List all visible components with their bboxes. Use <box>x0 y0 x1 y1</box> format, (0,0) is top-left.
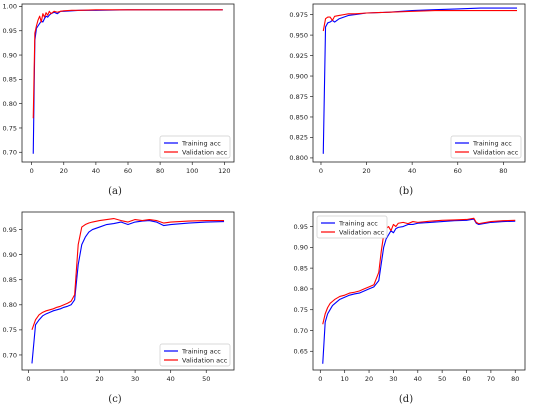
series-line-training <box>31 219 225 364</box>
x-tick-label: 80 <box>511 375 519 383</box>
x-tick-label: 60 <box>124 167 132 175</box>
x-tick-label: 80 <box>499 167 507 175</box>
x-tick-label: 100 <box>186 167 198 175</box>
y-tick-label: 0.950 <box>289 31 308 39</box>
legend-label: Validation acc <box>182 356 228 364</box>
y-tick-label: 0.90 <box>294 244 308 252</box>
x-tick-label: 60 <box>454 167 462 175</box>
y-tick-label: 0.85 <box>294 264 308 272</box>
y-tick-label: 0.90 <box>3 51 17 59</box>
x-tick-label: 0 <box>318 375 322 383</box>
x-tick-label: 40 <box>408 167 416 175</box>
chart-panel-b: 0 20 40 60 80 0.800 0.825 0.850 0.875 0.900 0.925 0… <box>289 3 526 175</box>
y-tick-label: 0.850 <box>289 113 308 121</box>
legend-label: Validation acc <box>473 148 519 156</box>
x-tick-label: 10 <box>60 375 68 383</box>
x-tick-label: 0 <box>26 375 30 383</box>
y-tick-label: 0.800 <box>289 154 308 162</box>
x-tick-label: 50 <box>202 375 210 383</box>
series-line-validation <box>322 217 516 325</box>
x-tick-label: 40 <box>92 167 100 175</box>
x-tick-label: 30 <box>131 375 139 383</box>
y-tick-label: 0.90 <box>3 251 17 259</box>
y-tick-label: 0.825 <box>289 134 308 142</box>
y-tick-label: 0.80 <box>3 100 17 108</box>
x-tick-label: 0 <box>319 167 323 175</box>
y-tick-label: 0.95 <box>3 226 17 234</box>
y-tick-label: 0.925 <box>289 52 308 60</box>
y-tick-label: 0.80 <box>3 301 17 309</box>
y-tick-label: 0.75 <box>294 306 308 314</box>
y-tick-label: 0.65 <box>294 348 308 356</box>
x-tick-label: 40 <box>414 375 422 383</box>
series-line-training <box>322 7 518 154</box>
y-tick-label: 0.70 <box>3 351 17 359</box>
chart-panel-c: 0 10 20 30 40 50 0.70 0.75 0.80 0.85 0.90 0.95 Train… <box>3 211 235 383</box>
y-tick-label: 0.70 <box>3 149 17 157</box>
legend-label: Training acc <box>472 139 512 147</box>
y-tick-label: 0.75 <box>3 124 17 132</box>
x-tick-label: 20 <box>60 167 68 175</box>
caption-a: (a) <box>108 186 122 197</box>
series-line-training <box>322 218 516 364</box>
legend-label: Training acc <box>181 139 221 147</box>
chart-panel-a: 0 20 40 60 80 100 120 0.70 0.75 0.80 0.85 0.90 0.95 1… <box>3 3 235 175</box>
legend-label: Training acc <box>181 347 221 355</box>
x-tick-label: 10 <box>341 375 349 383</box>
caption-d: (d) <box>398 394 414 405</box>
x-tick-label: 20 <box>95 375 103 383</box>
caption-b: (b) <box>398 186 414 197</box>
series-line-validation <box>32 9 223 119</box>
x-tick-label: 30 <box>389 375 397 383</box>
x-tick-label: 20 <box>362 167 370 175</box>
y-tick-label: 0.80 <box>294 285 308 293</box>
x-tick-label: 50 <box>438 375 446 383</box>
x-tick-label: 40 <box>167 375 175 383</box>
y-tick-label: 1.00 <box>3 3 17 11</box>
series-line-validation <box>322 10 518 32</box>
legend-label: Validation acc <box>182 148 228 156</box>
x-tick-label: 0 <box>30 167 34 175</box>
caption-c: (c) <box>108 394 122 405</box>
x-tick-label: 70 <box>487 375 495 383</box>
legend-label: Validation acc <box>339 228 385 236</box>
y-tick-label: 0.75 <box>3 326 17 334</box>
y-tick-label: 0.85 <box>3 276 17 284</box>
legend-label: Training acc <box>338 219 378 227</box>
x-tick-label: 120 <box>218 167 230 175</box>
y-tick-label: 0.85 <box>3 76 17 84</box>
y-tick-label: 0.95 <box>3 27 17 35</box>
y-tick-label: 0.95 <box>294 223 308 231</box>
y-tick-label: 0.975 <box>289 11 308 19</box>
x-tick-label: 60 <box>462 375 470 383</box>
x-tick-label: 80 <box>156 167 164 175</box>
y-tick-label: 0.900 <box>289 72 308 80</box>
y-tick-label: 0.875 <box>289 93 308 101</box>
chart-panel-d: 0 10 20 30 40 50 60 70 80 0.65 0.70 0.75 0.80 0.85 0.9… <box>294 211 526 383</box>
series-line-validation <box>31 217 225 331</box>
x-tick-label: 20 <box>365 375 373 383</box>
y-tick-label: 0.70 <box>294 327 308 335</box>
